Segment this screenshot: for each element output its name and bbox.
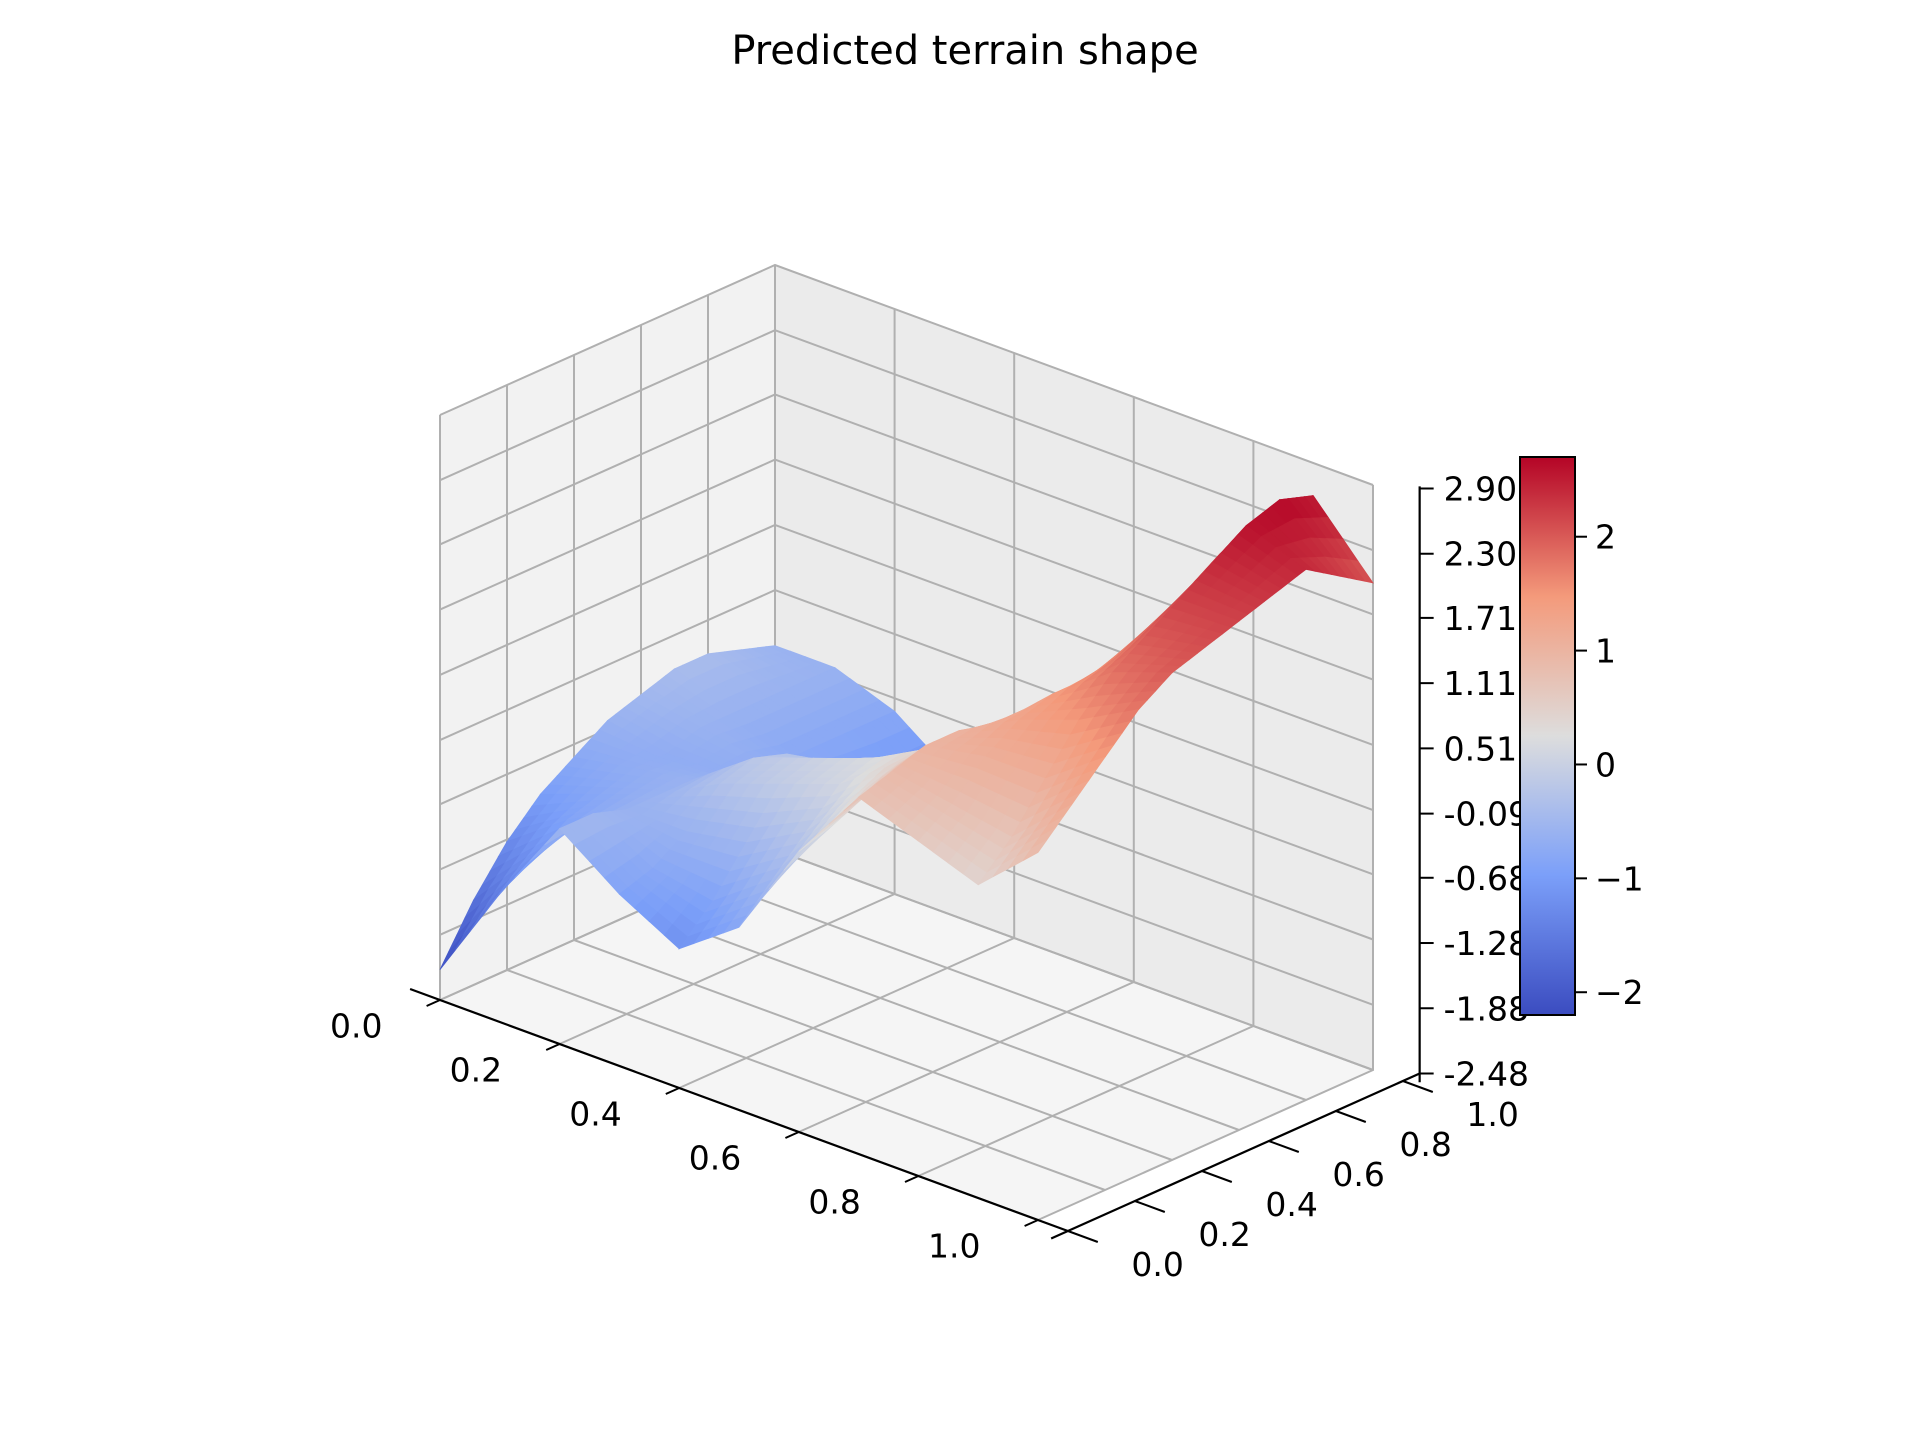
y-tick [1067,1230,1099,1243]
surface-patch [1022,840,1047,861]
z-tick-label: 1.71 [1444,599,1517,638]
y-tick-label: 0.4 [1265,1185,1317,1224]
colorbar-ticks: −2 −1 0 1 2 [1575,518,1644,1012]
x-tick-label: 1.0 [928,1227,980,1266]
z-tick-label: -2.48 [1444,1055,1529,1094]
z-tick-label: -0.68 [1444,859,1529,898]
grid-line-z [439,329,1374,552]
x-tick-label: 0.0 [330,1007,382,1046]
y-axis-line [1050,1072,1421,1240]
x-tick-label: 0.4 [569,1095,621,1134]
y-tick [1134,1200,1166,1213]
colorbar-tick-label: 1 [1595,632,1616,671]
y-tick-label: 0.6 [1332,1155,1384,1194]
y-tick [1335,1110,1367,1123]
x-tick-label: 0.2 [450,1051,502,1090]
x-tick-label: 0.8 [808,1183,860,1222]
colorbar-tick-label: −1 [1595,859,1644,898]
y-tick-label: 1.0 [1466,1095,1518,1134]
colorbar-gradient [1519,456,1576,1016]
y-tick [1402,1080,1434,1093]
x-tick [904,1175,919,1183]
grid-line-z [439,589,1374,812]
colorbar-tick-label: 2 [1595,518,1616,557]
z-tick-label: -0.09 [1444,795,1529,834]
axes-lines [409,486,1421,1240]
x-tick [784,1131,800,1139]
z-tick-label: 2.90 [1444,470,1517,509]
terrain-surface [439,495,1374,970]
y-tick-label: 0.8 [1399,1125,1451,1164]
axes-ticks: 0.00.20.40.60.81.0 0.00.20.40.60.81.0-2.4… [330,470,1529,1285]
y-tick-label: 0.2 [1198,1215,1250,1254]
x-tick [1024,1219,1039,1227]
z-tick-label: 0.51 [1444,729,1517,768]
colorbar-tick-label: −2 [1595,973,1644,1012]
z-tick-label: -1.28 [1444,924,1529,963]
x-tick-label: 0.6 [689,1139,741,1178]
chart-title: Predicted terrain shape [731,28,1198,74]
grid-line-z [439,393,1374,616]
y-tick-label: 0.0 [1131,1245,1183,1284]
z-tick-label: -1.88 [1444,989,1529,1028]
y-tick [1268,1140,1300,1153]
colorbar: −2 −1 0 1 2 [1519,456,1644,1016]
z-tick-label: 1.11 [1444,664,1517,703]
x-tick [545,1043,561,1051]
x-tick [665,1087,680,1095]
grid-line-z [439,263,1374,486]
x-axis-line [409,987,1069,1233]
y-tick [1201,1170,1233,1183]
colorbar-tick-label: 0 [1595,745,1616,784]
z-tick-label: 2.30 [1444,535,1517,574]
x-tick [426,999,441,1007]
